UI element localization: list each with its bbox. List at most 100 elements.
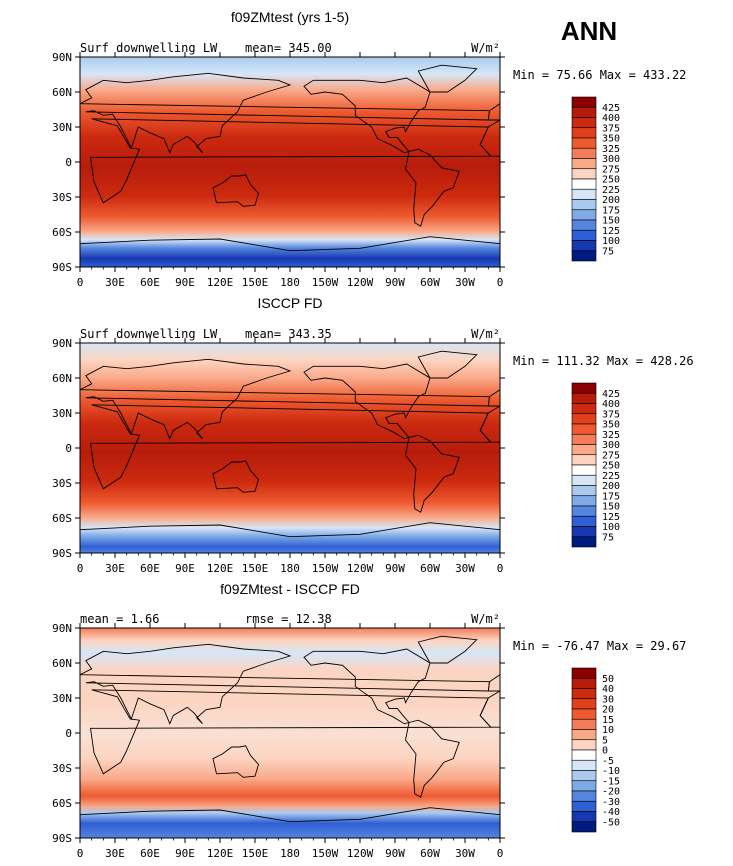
continent-outline <box>417 635 478 664</box>
y-tick-label: 90N <box>52 51 72 64</box>
colorbar-level-label: 375 <box>602 409 620 420</box>
colorbar-level-label: -40 <box>602 807 620 818</box>
colorbar-level-label: 0 <box>602 746 608 757</box>
continent-outline <box>303 363 431 440</box>
x-tick-label: 90E <box>175 847 195 860</box>
x-tick-label: 30E <box>105 562 125 575</box>
colorbar-level-label: 50 <box>602 674 614 685</box>
minmax-label: Min = 111.32 Max = 428.26 <box>513 354 694 368</box>
continent-outline <box>417 64 478 93</box>
continent-outline <box>479 690 500 728</box>
colorbar-level-label: 10 <box>602 725 614 736</box>
x-tick-label: 180 <box>280 276 300 289</box>
y-tick-label: 60N <box>52 86 72 99</box>
x-tick-label: 0 <box>497 562 504 575</box>
colorbar-swatch <box>571 127 597 139</box>
colorbar-swatch <box>571 474 597 486</box>
colorbar-swatch <box>571 464 597 476</box>
x-tick-label: 0 <box>497 847 504 860</box>
colorbar-level-label: 275 <box>602 450 620 461</box>
colorbar-swatch <box>571 454 597 466</box>
continent-outline <box>405 434 460 513</box>
colorbar-level-label: 125 <box>602 512 620 523</box>
colorbar-level-label: 325 <box>602 144 620 155</box>
colorbar-level-label: 40 <box>602 684 614 695</box>
y-tick-label: 60N <box>52 372 72 385</box>
x-tick-label: 60W <box>420 276 440 289</box>
colorbar-level-label: 425 <box>602 389 620 400</box>
season-label: ANN <box>561 16 617 46</box>
colorbar-level-label: 350 <box>602 420 620 431</box>
colorbar-level-label: 20 <box>602 705 614 716</box>
continent-outline <box>303 648 431 725</box>
y-tick-label: 60S <box>52 226 72 239</box>
y-tick-label: 90S <box>52 547 72 560</box>
x-tick-label: 120W <box>347 562 374 575</box>
continent-outline <box>487 389 500 407</box>
y-tick-label: 0 <box>65 156 72 169</box>
continent-outline <box>212 745 260 778</box>
minmax-label: Min = -76.47 Max = 29.67 <box>513 639 686 653</box>
colorbar-swatch <box>571 718 597 730</box>
colorbar-swatch <box>571 106 597 118</box>
panel-difference: f09ZMtest - ISCCP FD mean = 1.66 rmse = 12… <box>52 581 686 860</box>
x-tick-label: 150E <box>242 847 269 860</box>
colorbar-level-label: 275 <box>602 164 620 175</box>
colorbar-swatch <box>571 199 597 211</box>
continent-outline <box>212 460 260 493</box>
x-tick-label: 60E <box>140 562 160 575</box>
x-tick-label: 90W <box>385 562 405 575</box>
x-tick-label: 90E <box>175 276 195 289</box>
colorbar-swatch <box>571 495 597 507</box>
continent-outline <box>405 148 460 227</box>
colorbar-swatch <box>571 178 597 190</box>
colorbar-level-label: 75 <box>602 246 614 257</box>
colorbar-level-label: -15 <box>602 776 620 787</box>
y-tick-label: 30S <box>52 762 72 775</box>
continent-outline <box>479 119 500 157</box>
x-tick-label: 60E <box>140 847 160 860</box>
x-tick-label: 60E <box>140 276 160 289</box>
x-tick-label: 120W <box>347 276 374 289</box>
x-tick-label: 0 <box>497 276 504 289</box>
continent-outline <box>80 72 491 154</box>
y-tick-label: 30N <box>52 121 72 134</box>
colorbar-level-label: 300 <box>602 154 620 165</box>
continent-outline <box>303 77 431 154</box>
y-tick-label: 60N <box>52 657 72 670</box>
colorbar-level-label: 325 <box>602 430 620 441</box>
continent-outline <box>80 643 491 725</box>
x-tick-label: 150W <box>312 847 339 860</box>
colorbar-level-label: 175 <box>602 205 620 216</box>
y-tick-label: 30S <box>52 191 72 204</box>
panel-left-label: mean = 1.66 <box>80 612 159 626</box>
x-tick-label: 120E <box>207 276 234 289</box>
y-tick-label: 0 <box>65 727 72 740</box>
continent-outline <box>80 236 500 267</box>
x-tick-label: 150W <box>312 276 339 289</box>
continent-outline <box>80 358 491 440</box>
colorbar-swatch <box>571 515 597 527</box>
colorbar-swatch <box>571 667 597 679</box>
colorbar-level-label: 400 <box>602 113 620 124</box>
minmax-label: Min = 75.66 Max = 433.22 <box>513 68 686 82</box>
continent-outline <box>417 350 478 379</box>
map-field: 0 30E 60E 90E 120E 150E 180 150W 120W 90W 60W 30W 09… <box>52 622 505 860</box>
colorbar-level-label: -10 <box>602 766 620 777</box>
continent-outline <box>479 405 500 443</box>
panel-model: f09ZMtest (yrs 1-5) Surf downwelling LW me… <box>52 9 686 289</box>
colorbar-swatch <box>571 505 597 517</box>
x-tick-label: 90W <box>385 276 405 289</box>
colorbar-swatch <box>571 729 597 741</box>
colorbar-swatch <box>571 780 597 792</box>
colorbar-swatch <box>571 117 597 129</box>
colorbar-swatch <box>571 168 597 180</box>
colorbar-swatch <box>571 677 597 689</box>
x-tick-label: 180 <box>280 562 300 575</box>
colorbar-level-label: 75 <box>602 532 614 543</box>
colorbar-swatch <box>571 229 597 241</box>
y-tick-label: 30N <box>52 407 72 420</box>
x-tick-label: 0 <box>77 562 84 575</box>
colorbar-level-label: 225 <box>602 471 620 482</box>
